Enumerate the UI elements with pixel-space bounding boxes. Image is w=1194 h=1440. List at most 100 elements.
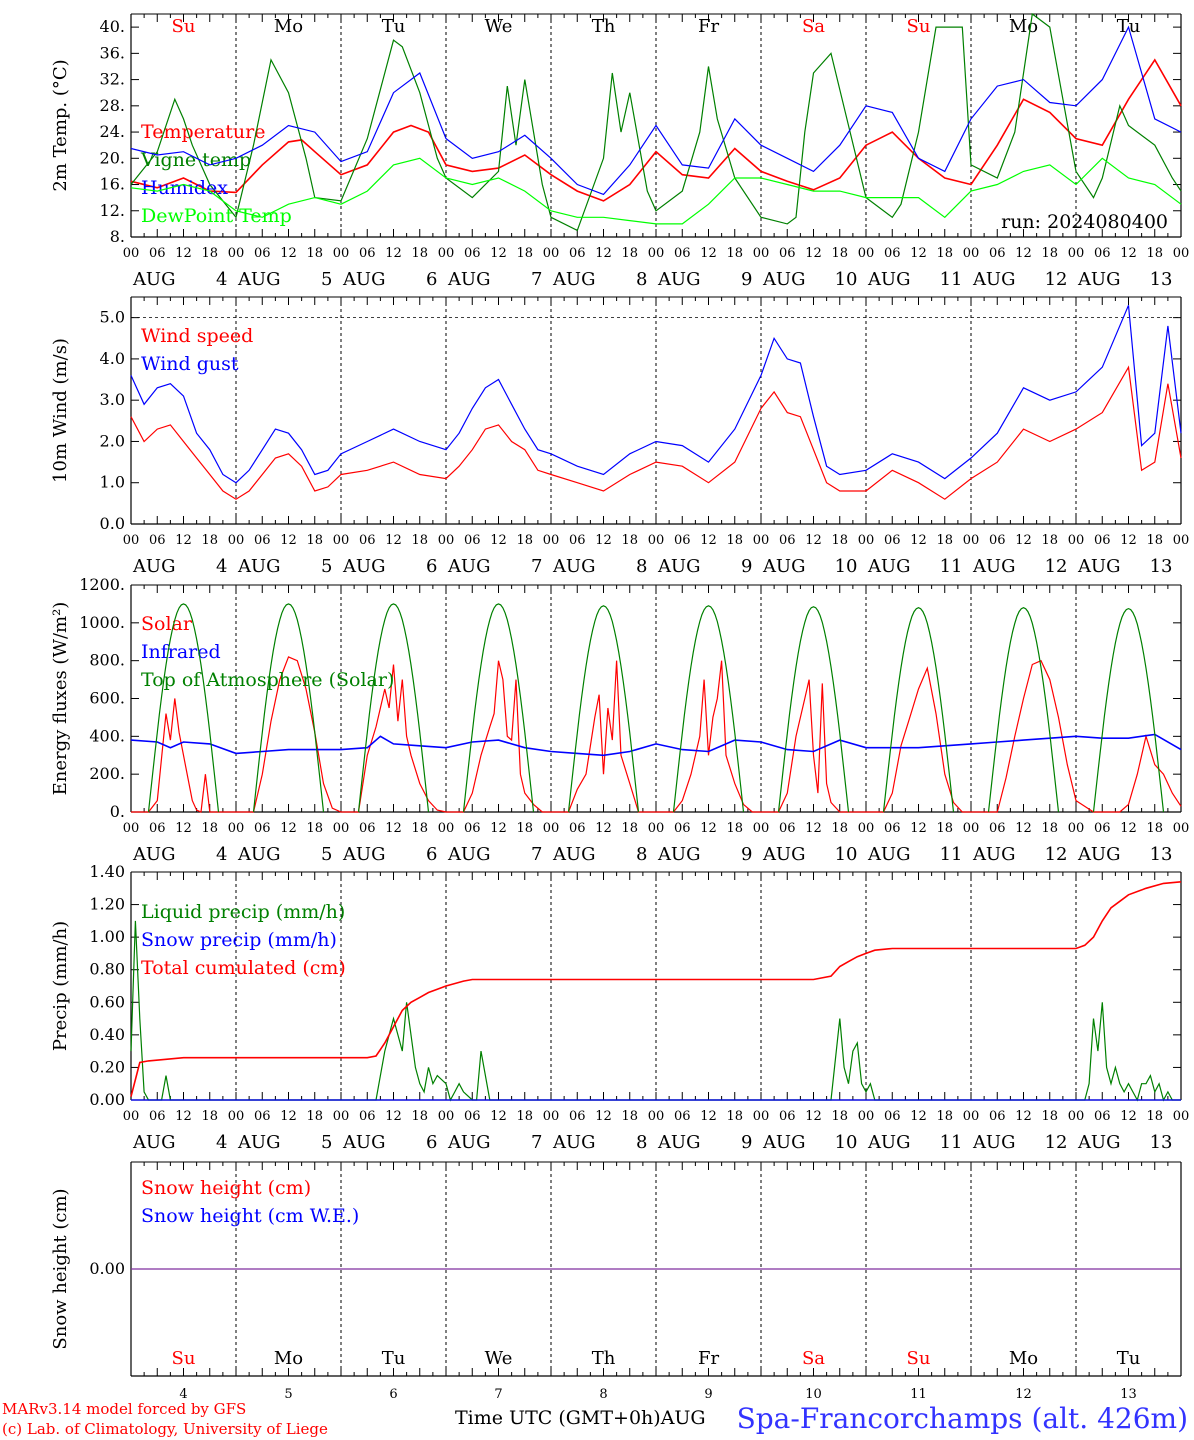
hour-tick-label: 12 bbox=[175, 1109, 192, 1124]
hour-tick-label: 12 bbox=[595, 1109, 612, 1124]
date-label: 5 bbox=[321, 556, 332, 577]
hour-tick-label: 00 bbox=[123, 246, 140, 261]
hour-tick-label: 18 bbox=[516, 533, 533, 548]
date-label: 7 bbox=[531, 1132, 542, 1153]
date-label: 4 bbox=[216, 556, 227, 577]
series-line-toa-day-9 bbox=[987, 607, 1060, 813]
date-label: 11 bbox=[940, 1132, 963, 1153]
hour-tick-label: 00 bbox=[438, 246, 455, 261]
hour-tick-label: 18 bbox=[831, 246, 848, 261]
hour-tick-label: 00 bbox=[648, 246, 665, 261]
hour-tick-label: 18 bbox=[1146, 821, 1163, 836]
date-label: 11 bbox=[940, 844, 963, 865]
month-label: AUG bbox=[342, 1132, 386, 1153]
date-label: 7 bbox=[531, 269, 542, 290]
hour-tick-label: 12 bbox=[595, 821, 612, 836]
y-tick-label: 0.0 bbox=[100, 514, 125, 533]
hour-tick-label: 12 bbox=[1015, 821, 1032, 836]
hour-tick-label: 00 bbox=[333, 1109, 350, 1124]
weekday-label: Fr bbox=[698, 16, 719, 37]
date-label: 13 bbox=[1120, 1387, 1137, 1402]
y-tick-label: 0.80 bbox=[89, 960, 125, 979]
hour-tick-label: 00 bbox=[648, 533, 665, 548]
month-label: AUG bbox=[867, 556, 911, 577]
hour-tick-label: 18 bbox=[1041, 1109, 1058, 1124]
weekday-label: Tu bbox=[382, 16, 406, 37]
y-tick-label: 0.00 bbox=[89, 1090, 125, 1109]
month-label: AUG bbox=[342, 269, 386, 290]
hour-tick-label: 12 bbox=[490, 533, 507, 548]
panel-precip: 0.00 0.20 0.40 0.60 0.80 1.00 1.20 1.40 Precip (… bbox=[50, 862, 1189, 1153]
month-label: AUG bbox=[762, 556, 806, 577]
hour-tick-label: 00 bbox=[963, 1109, 980, 1124]
hour-tick-label: 18 bbox=[621, 246, 638, 261]
y-tick-label: 16. bbox=[100, 175, 125, 194]
hour-tick-label: 00 bbox=[228, 821, 245, 836]
hour-tick-label: 18 bbox=[411, 246, 428, 261]
series-line-wind-gust bbox=[130, 305, 1182, 484]
hour-tick-label: 06 bbox=[464, 1109, 481, 1124]
date-label: 5 bbox=[321, 269, 332, 290]
month-label: AUG bbox=[972, 844, 1016, 865]
y-tick-label: 1.20 bbox=[89, 895, 125, 914]
month-label: AUG bbox=[237, 269, 281, 290]
y-tick-label: 0.20 bbox=[89, 1057, 125, 1076]
series-line-toa-day-10 bbox=[1092, 607, 1165, 813]
y-axis-label: Energy fluxes (W/m²) bbox=[50, 602, 71, 796]
hour-tick-label: 06 bbox=[359, 821, 376, 836]
hour-tick-label: 12 bbox=[280, 246, 297, 261]
weekday-label: We bbox=[485, 16, 513, 37]
date-label: 11 bbox=[940, 556, 963, 577]
hour-tick-label: 18 bbox=[936, 533, 953, 548]
hour-tick-label: 12 bbox=[595, 533, 612, 548]
date-label: 7 bbox=[531, 844, 542, 865]
date-label: 13 bbox=[1150, 556, 1173, 577]
hour-tick-label: 18 bbox=[726, 246, 743, 261]
hour-tick-label: 00 bbox=[1173, 533, 1190, 548]
y-tick-label: 1200. bbox=[79, 575, 125, 594]
hour-tick-label: 18 bbox=[306, 533, 323, 548]
legend-entry: Humidex bbox=[141, 177, 228, 199]
y-tick-label: 32. bbox=[100, 70, 125, 89]
hour-tick-label: 18 bbox=[831, 821, 848, 836]
month-label: AUG bbox=[867, 844, 911, 865]
series-line-toa-day-2 bbox=[252, 603, 325, 813]
panel-snow: 0.00 Snow height (cm) Su 4 Mo 5 Tu 6 We 7 Th 8 Fr 9 Sa… bbox=[50, 1161, 1182, 1402]
month-label: AUG bbox=[132, 844, 176, 865]
date-label: 10 bbox=[835, 556, 858, 577]
hour-tick-label: 00 bbox=[438, 821, 455, 836]
weekday-label: Sa bbox=[802, 1348, 825, 1369]
hour-tick-label: 06 bbox=[254, 533, 271, 548]
y-tick-label: 36. bbox=[100, 43, 125, 62]
date-label: 8 bbox=[636, 1132, 647, 1153]
weekday-label: We bbox=[485, 1348, 513, 1369]
hour-tick-label: 18 bbox=[306, 1109, 323, 1124]
hour-tick-label: 06 bbox=[359, 533, 376, 548]
y-tick-label: 28. bbox=[100, 96, 125, 115]
y-tick-label: 600. bbox=[89, 689, 125, 708]
hour-tick-label: 00 bbox=[543, 1109, 560, 1124]
legend-entry: Snow height (cm) bbox=[141, 1177, 311, 1199]
hour-tick-label: 00 bbox=[543, 533, 560, 548]
hour-tick-label: 00 bbox=[858, 821, 875, 836]
hour-tick-label: 12 bbox=[385, 246, 402, 261]
hour-tick-label: 00 bbox=[1173, 1109, 1190, 1124]
hour-tick-label: 06 bbox=[884, 821, 901, 836]
hour-tick-label: 06 bbox=[779, 1109, 796, 1124]
hour-tick-label: 18 bbox=[936, 821, 953, 836]
month-label: AUG bbox=[972, 269, 1016, 290]
hour-tick-label: 12 bbox=[175, 246, 192, 261]
date-label: 8 bbox=[636, 269, 647, 290]
hour-tick-label: 12 bbox=[700, 246, 717, 261]
y-tick-label: 24. bbox=[100, 122, 125, 141]
date-label: 12 bbox=[1015, 1387, 1032, 1402]
month-label: AUG bbox=[342, 556, 386, 577]
x-axis-title: Time UTC (GMT+0h)AUG bbox=[455, 1407, 706, 1429]
hour-tick-label: 06 bbox=[464, 533, 481, 548]
month-label: AUG bbox=[552, 269, 596, 290]
hour-tick-label: 00 bbox=[1068, 533, 1085, 548]
date-label: 10 bbox=[835, 1132, 858, 1153]
month-label: AUG bbox=[867, 269, 911, 290]
hour-tick-label: 06 bbox=[1094, 821, 1111, 836]
hour-tick-label: 12 bbox=[595, 246, 612, 261]
